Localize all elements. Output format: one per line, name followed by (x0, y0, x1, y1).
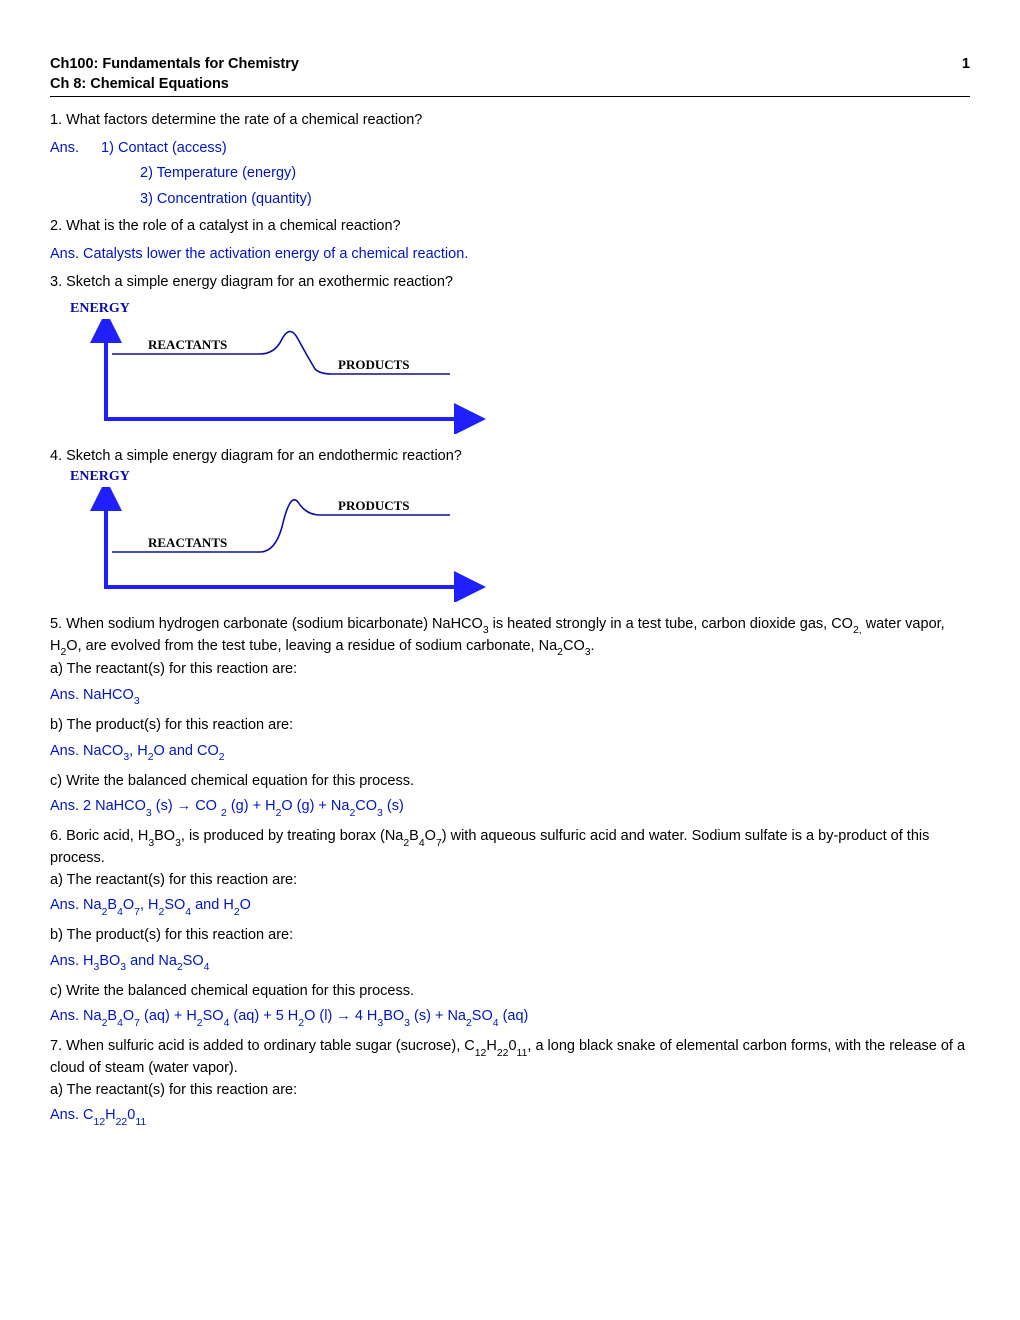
q1-ans-item-2: 3) Concentration (quantity) (140, 190, 970, 210)
q5c-q: c) Write the balanced chemical equation … (50, 772, 970, 792)
q4-reactants-label: REACTANTS (148, 535, 227, 550)
q4-energy-label: ENERGY (70, 468, 970, 487)
q5c-ans: Ans. 2 NaHCO3 (s) → CO 2 (g) + H2O (g) +… (50, 797, 970, 819)
q1-text: 1. What factors determine the rate of a … (50, 111, 970, 131)
q6-intro: 6. Boric acid, H3BO3, is produced by tre… (50, 827, 970, 869)
q6b-q: b) The product(s) for this reaction are: (50, 926, 970, 946)
endothermic-diagram: REACTANTS PRODUCTS (70, 487, 500, 602)
q2-ans: Ans. Catalysts lower the activation ener… (50, 245, 970, 265)
course-title: Ch100: Fundamentals for Chemistry (50, 55, 299, 75)
q3-energy-label: ENERGY (70, 300, 970, 319)
q3-text: 3. Sketch a simple energy diagram for an… (50, 273, 970, 293)
q3-reactants-label: REACTANTS (148, 337, 227, 352)
q5b-ans: Ans. NaCO3, H2O and CO2 (50, 742, 970, 764)
q5b-q: b) The product(s) for this reaction are: (50, 716, 970, 736)
q7-intro: 7. When sulfuric acid is added to ordina… (50, 1037, 970, 1079)
q4-diagram: ENERGY REACTANTS PRODUCTS (70, 468, 970, 608)
q5a-q: a) The reactant(s) for this reaction are… (50, 660, 970, 680)
page-number: 1 (962, 55, 970, 75)
chapter-title: Ch 8: Chemical Equations (50, 75, 970, 98)
q4-text: 4. Sketch a simple energy diagram for an… (50, 447, 970, 467)
page-header: Ch100: Fundamentals for Chemistry 1 (50, 55, 970, 75)
exothermic-diagram: REACTANTS PRODUCTS (70, 319, 500, 434)
q7a-ans: Ans. C12H22011 (50, 1106, 970, 1128)
q7a-q: a) The reactant(s) for this reaction are… (50, 1081, 970, 1101)
q5-intro: 5. When sodium hydrogen carbonate (sodiu… (50, 615, 970, 659)
q6c-ans: Ans. Na2B4O7 (aq) + H2SO4 (aq) + 5 H2O (… (50, 1007, 970, 1029)
q3-products-label: PRODUCTS (338, 357, 410, 372)
q6b-ans: Ans. H3BO3 and Na2SO4 (50, 952, 970, 974)
q2-text: 2. What is the role of a catalyst in a c… (50, 217, 970, 237)
q6a-q: a) The reactant(s) for this reaction are… (50, 871, 970, 891)
q3-diagram: ENERGY REACTANTS PRODUCTS (70, 300, 970, 440)
q1-ans-item-1: 2) Temperature (energy) (140, 164, 970, 184)
q6c-q: c) Write the balanced chemical equation … (50, 982, 970, 1002)
q6a-ans: Ans. Na2B4O7, H2SO4 and H2O (50, 896, 970, 918)
q5a-ans: Ans. NaHCO3 (50, 686, 970, 708)
q1-ans-label: Ans. (50, 140, 79, 156)
q1-ans-item-0: 1) Contact (access) (101, 140, 227, 156)
q4-products-label: PRODUCTS (338, 498, 410, 513)
